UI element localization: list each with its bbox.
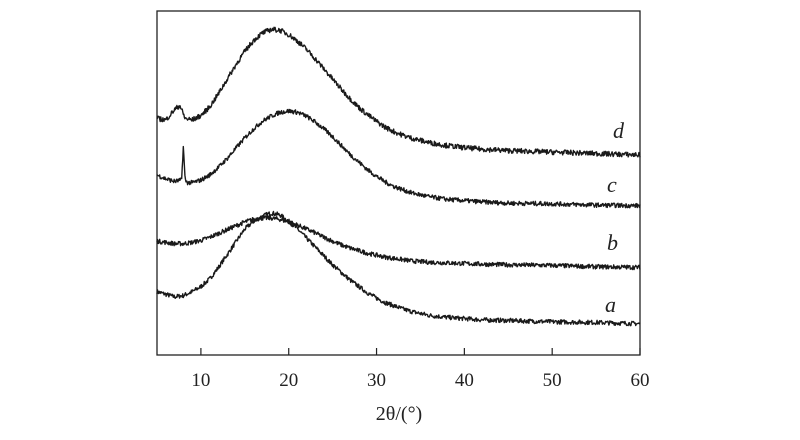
series-layer: a b c d bbox=[156, 26, 641, 327]
x-axis-ticks: 10 20 30 40 50 60 bbox=[191, 348, 650, 391]
series-b-label: b bbox=[607, 230, 618, 255]
x-tick-label-60: 60 bbox=[631, 370, 650, 391]
plot-frame bbox=[156, 10, 641, 356]
series-a-label: a bbox=[605, 292, 616, 317]
series-c-label: c bbox=[607, 172, 617, 197]
series-a-line bbox=[156, 210, 641, 327]
x-tick-label-20: 20 bbox=[279, 370, 298, 391]
x-tick-label-40: 40 bbox=[455, 370, 474, 391]
x-tick-label-10: 10 bbox=[191, 370, 210, 391]
series-c-line bbox=[156, 108, 641, 209]
series-d-line bbox=[156, 26, 641, 158]
x-tick-label-30: 30 bbox=[367, 370, 386, 391]
x-tick-label-50: 50 bbox=[543, 370, 562, 391]
series-d-label: d bbox=[613, 118, 625, 143]
series-b-line bbox=[156, 215, 641, 271]
x-axis-label: 2θ/(°) bbox=[376, 403, 422, 425]
